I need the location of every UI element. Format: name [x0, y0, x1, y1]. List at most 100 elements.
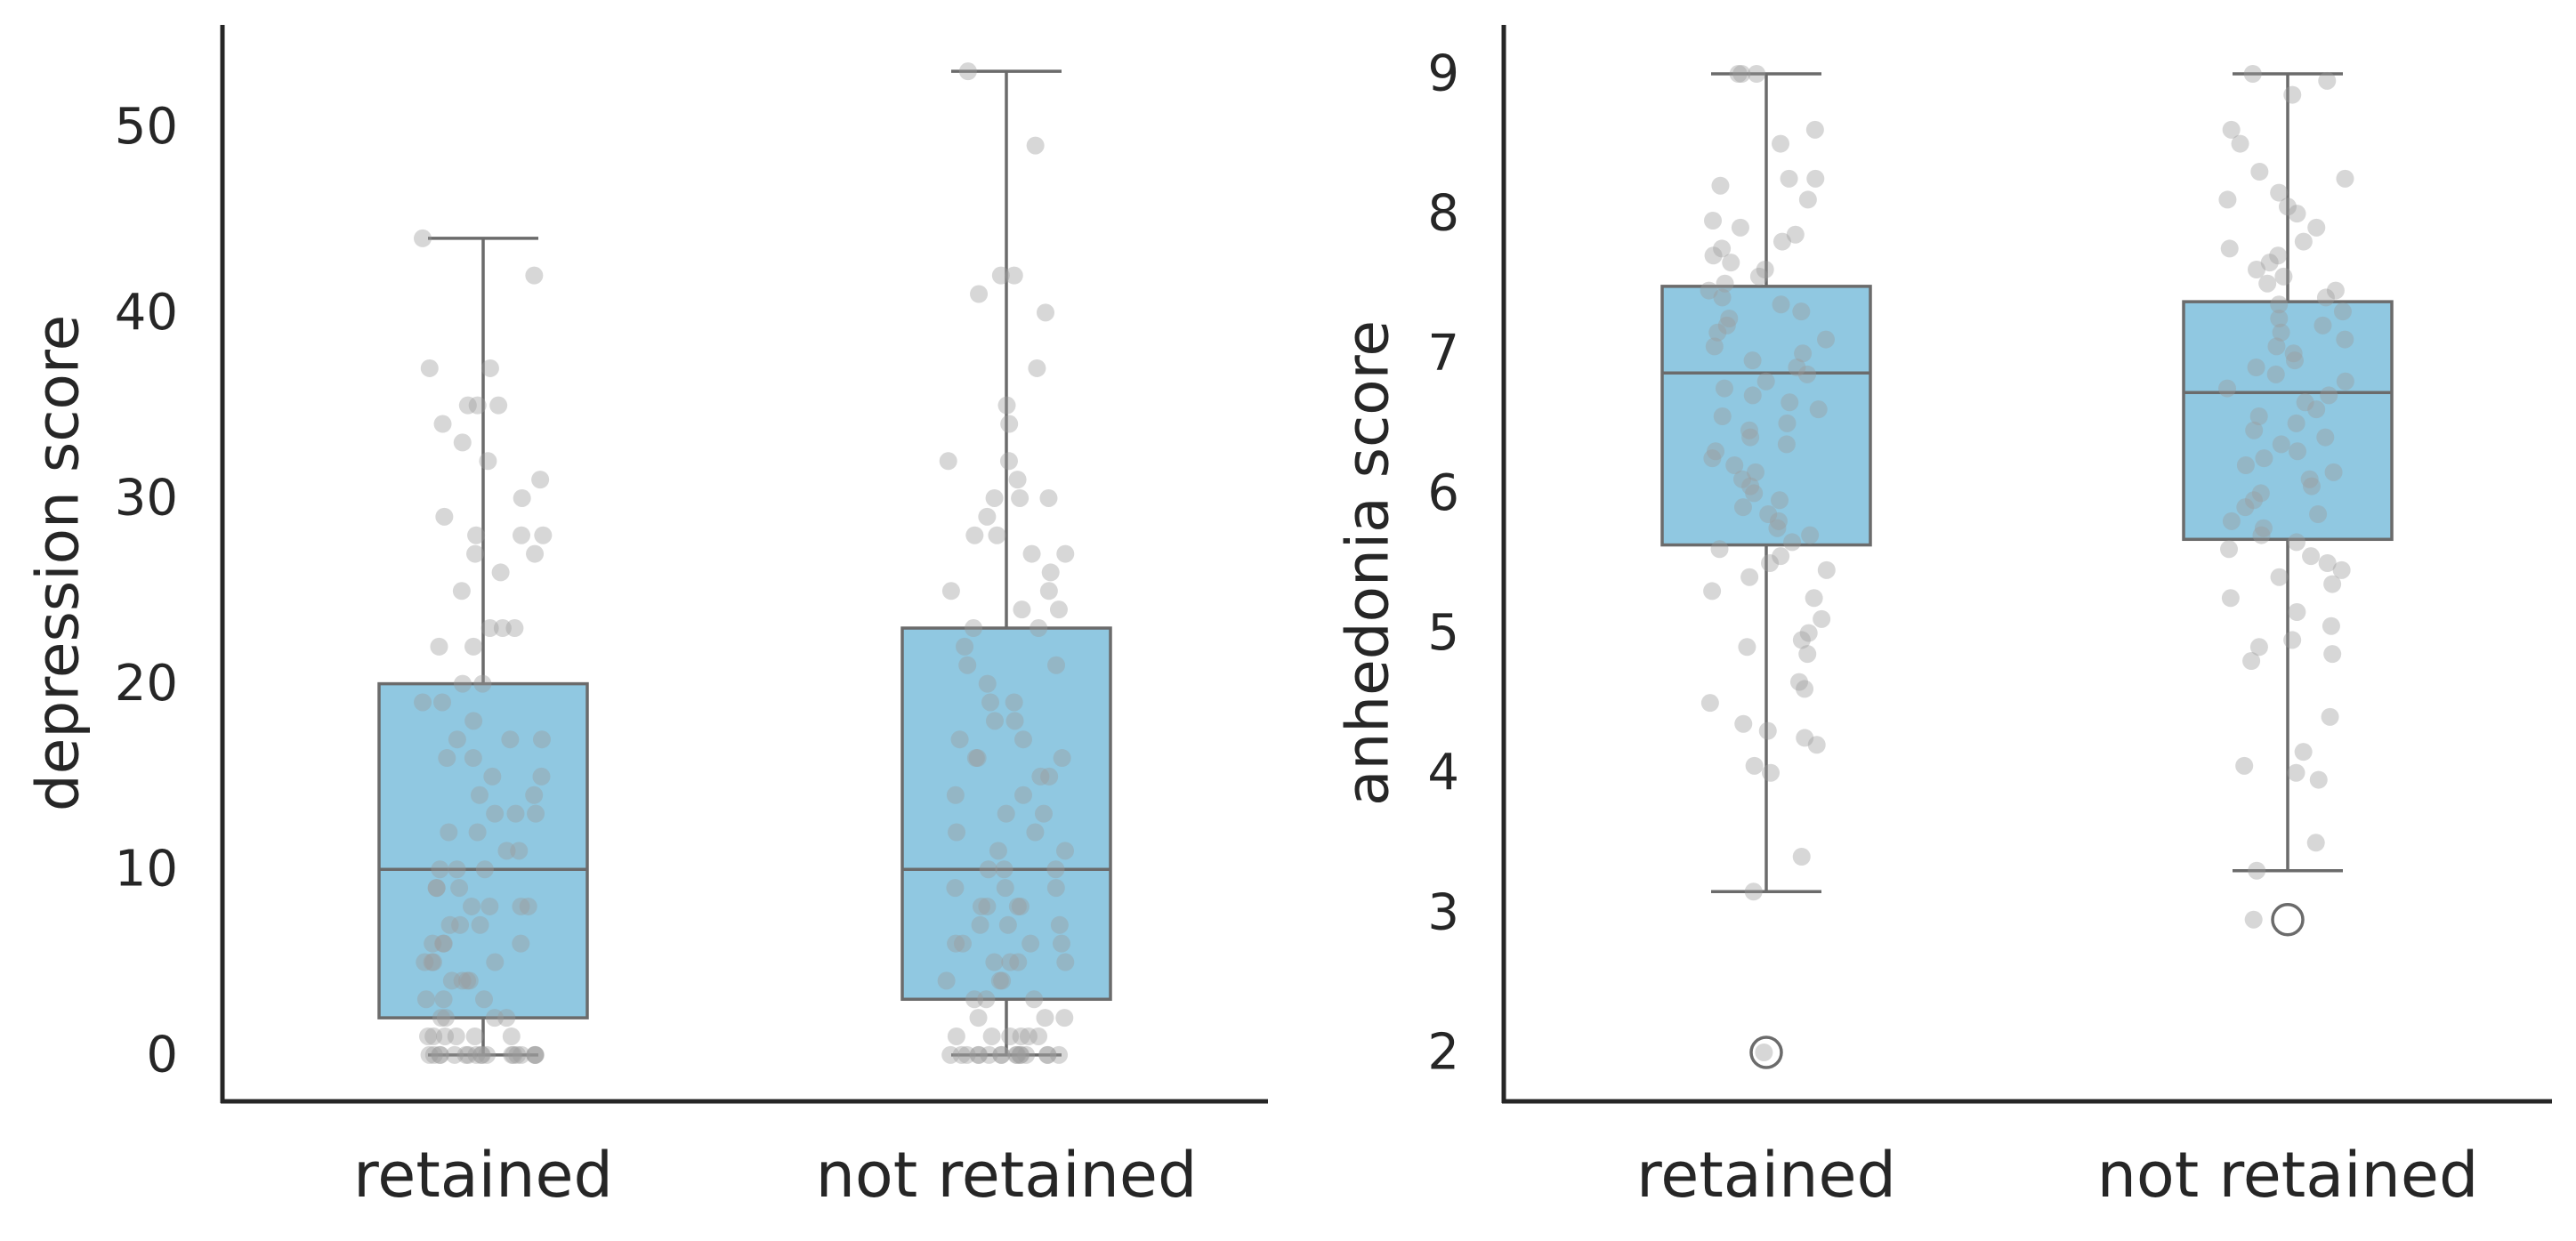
data-point-retained	[440, 915, 459, 934]
data-point-not-retained	[965, 990, 984, 1009]
data-point-retained	[1716, 274, 1734, 293]
outlier-not-retained-0	[2271, 902, 2305, 937]
data-point-retained	[442, 971, 461, 990]
y-tick-label: 0	[146, 1026, 178, 1084]
data-point-retained	[534, 526, 553, 544]
data-point-not-retained	[981, 693, 1000, 712]
data-point-retained	[1713, 239, 1732, 258]
data-point-not-retained	[985, 488, 1004, 507]
data-point-retained	[1732, 65, 1751, 83]
data-point-retained	[1756, 261, 1774, 278]
data-point-retained	[1745, 756, 1764, 775]
data-point-retained	[1806, 169, 1825, 188]
data-point-not-retained	[998, 915, 1017, 934]
data-point-retained	[430, 637, 448, 656]
data-point-not-retained	[2247, 359, 2265, 376]
data-point-not-retained	[2250, 163, 2269, 181]
data-point-retained	[467, 1045, 486, 1064]
data-point-not-retained	[2252, 526, 2271, 544]
data-point-retained	[531, 471, 550, 489]
data-point-retained	[464, 749, 482, 768]
data-point-retained	[1805, 589, 1823, 608]
data-point-retained	[506, 804, 525, 823]
data-point-not-retained	[1040, 767, 1059, 786]
data-point-not-retained	[2267, 337, 2286, 356]
data-point-not-retained	[2236, 456, 2255, 474]
data-point-not-retained	[2287, 533, 2305, 552]
data-point-retained	[1708, 323, 1727, 342]
data-point-not-retained	[968, 749, 987, 768]
data-point-retained	[420, 359, 439, 377]
data-point-retained	[448, 860, 466, 879]
data-point-not-retained	[2300, 470, 2319, 488]
data-point-not-retained	[999, 452, 1018, 471]
data-point-retained	[458, 971, 477, 990]
data-point-retained	[453, 433, 472, 452]
data-point-retained	[1797, 365, 1816, 383]
data-point-not-retained	[2326, 281, 2345, 300]
data-point-retained	[1772, 295, 1790, 314]
data-point-retained	[508, 1045, 527, 1064]
data-point-not-retained	[995, 860, 1013, 879]
data-point-retained	[527, 804, 545, 823]
data-point-not-retained	[2284, 344, 2303, 363]
data-point-retained	[532, 730, 551, 749]
data-point-retained	[453, 674, 472, 693]
data-point-retained	[1762, 763, 1781, 782]
data-point-not-retained	[2235, 756, 2254, 775]
data-point-not-retained	[978, 507, 997, 526]
data-point-not-retained	[2288, 205, 2306, 223]
data-point-not-retained	[972, 897, 990, 915]
data-point-not-retained	[977, 990, 996, 1009]
box-not-retained	[2182, 300, 2394, 542]
data-point-retained	[452, 582, 471, 600]
data-point-retained	[525, 266, 544, 285]
data-point-retained	[472, 1045, 490, 1064]
data-point-not-retained	[997, 396, 1016, 415]
data-point-retained	[497, 1009, 516, 1027]
data-point-not-retained	[2218, 379, 2237, 398]
data-point-retained	[447, 1027, 465, 1045]
data-point-retained	[432, 1009, 450, 1027]
data-point-retained	[424, 1045, 443, 1064]
data-point-not-retained	[992, 1045, 1011, 1064]
data-point-not-retained	[2272, 323, 2290, 342]
data-point-not-retained	[2288, 603, 2306, 621]
data-point-not-retained	[2260, 254, 2279, 272]
data-point-not-retained	[1013, 730, 1032, 749]
data-point-not-retained	[966, 749, 985, 768]
data-point-not-retained	[2274, 267, 2293, 286]
data-point-retained	[526, 1045, 545, 1064]
data-point-retained	[505, 619, 524, 638]
data-point-not-retained	[2316, 288, 2335, 307]
data-point-not-retained	[2220, 540, 2239, 559]
data-point-not-retained	[2249, 407, 2268, 425]
data-point-not-retained	[1041, 563, 1060, 582]
data-point-retained	[480, 359, 499, 377]
data-point-not-retained	[2269, 246, 2288, 265]
data-point-not-retained	[1014, 786, 1033, 804]
data-point-not-retained	[2270, 568, 2289, 586]
data-point-not-retained	[1005, 693, 1023, 712]
data-point-not-retained	[985, 712, 1004, 730]
data-point-not-retained	[2294, 743, 2313, 762]
data-point-not-retained	[2322, 616, 2340, 635]
data-point-retained	[502, 1027, 521, 1045]
data-point-not-retained	[952, 1045, 971, 1064]
data-point-not-retained	[2294, 232, 2313, 251]
data-point-not-retained	[2249, 638, 2268, 657]
data-point-not-retained	[2245, 421, 2264, 439]
data-point-not-retained	[2309, 770, 2328, 789]
data-point-not-retained	[2222, 512, 2241, 530]
data-point-retained	[503, 1045, 521, 1064]
data-point-not-retained	[958, 62, 977, 81]
data-point-retained	[448, 730, 466, 749]
data-point-retained	[519, 897, 537, 915]
data-point-not-retained	[2320, 386, 2338, 405]
data-point-retained	[434, 990, 453, 1009]
data-point-retained	[1777, 435, 1796, 454]
data-point-retained	[526, 544, 545, 563]
data-point-retained	[480, 897, 499, 915]
data-point-retained	[445, 1045, 464, 1064]
data-point-not-retained	[969, 1045, 988, 1064]
